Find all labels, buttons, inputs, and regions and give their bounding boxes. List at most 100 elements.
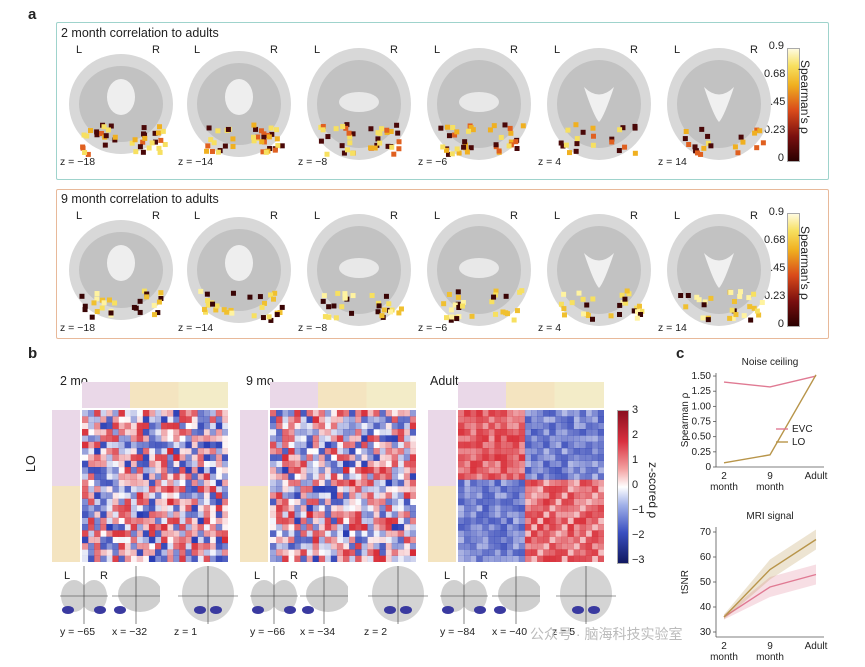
category-strip-top <box>82 382 228 408</box>
y-tick-label: 50 <box>700 577 712 588</box>
label-L: L <box>434 44 441 56</box>
category-strip-left <box>52 410 80 562</box>
label-R: R <box>290 570 298 582</box>
category-strip-left <box>240 410 268 562</box>
label-L: L <box>434 210 441 222</box>
y-axis-label: Spearman ρ <box>680 392 691 447</box>
box-9-month <box>56 189 829 339</box>
slice-z-label: z = −6 <box>418 156 448 168</box>
label-L: L <box>76 210 83 222</box>
colorbar-a1-label: Spearman's ρ <box>798 60 812 134</box>
slice-z-label: z = 4 <box>538 156 562 168</box>
x-tick-label: 9 <box>767 471 773 482</box>
label-9mo: 9 mo <box>246 374 274 388</box>
coord-label: y = −65 <box>60 626 96 638</box>
coord-label: y = −66 <box>250 626 286 638</box>
label-R: R <box>390 210 398 222</box>
chart-title: MRI signal <box>746 511 793 522</box>
colorbar-b-tick: −1 <box>632 504 645 516</box>
coord-label: x = −32 <box>112 626 148 638</box>
y-tick-label: 1.00 <box>692 401 712 412</box>
label-L: L <box>554 44 561 56</box>
y-tick-label: 0.25 <box>692 447 712 458</box>
colorbar-b-tick: 2 <box>632 429 639 441</box>
slice-z-label: z = 4 <box>538 322 562 334</box>
y-tick-label: 30 <box>700 627 712 638</box>
x-tick-label: 2 <box>721 641 727 652</box>
x-tick-label-2: month <box>710 652 738 663</box>
slice-z-label: z = 14 <box>658 322 687 334</box>
anatomy-slice <box>440 566 488 624</box>
panel-label-c: c <box>676 345 685 362</box>
label-L: L <box>194 210 201 222</box>
anatomy-slice <box>368 566 428 624</box>
row-label-lo: LO <box>24 455 38 472</box>
slice-z-label: z = −6 <box>418 322 448 334</box>
brain-slice-row2-1 <box>69 220 173 320</box>
label-R: R <box>270 210 278 222</box>
label-L: L <box>674 210 681 222</box>
chart-title: Noise ceiling <box>742 357 799 368</box>
y-tick-label: 1.50 <box>692 371 712 382</box>
colorbar-b-tick: 0 <box>632 479 639 491</box>
brain-slice-row2-6 <box>667 214 771 326</box>
watermark: 公众号 · 脑海科技实验室 <box>530 626 683 642</box>
brain-slice-row2-2 <box>187 217 291 323</box>
slice-z-label: z = −14 <box>178 156 214 168</box>
colorbar-a2-label: Spearman's ρ <box>798 226 812 300</box>
label-R: R <box>750 210 758 222</box>
rsa-matrix-1 <box>82 410 228 562</box>
colorbar-a-tick: 0 <box>777 152 784 164</box>
slice-z-label: z = 14 <box>658 156 687 168</box>
coord-label: z = 5 <box>552 626 576 638</box>
y-tick-label: 1.25 <box>692 386 712 397</box>
label-R: R <box>480 570 488 582</box>
y-tick-label: 40 <box>700 602 712 613</box>
category-strip-left <box>428 410 456 562</box>
anatomy-slice <box>300 566 348 624</box>
label-R: R <box>390 44 398 56</box>
slice-z-label: z = −8 <box>298 322 328 334</box>
label-R: R <box>510 210 518 222</box>
label-L: L <box>64 570 71 582</box>
y-tick-label: 70 <box>700 527 712 538</box>
series-line-LO <box>723 538 817 618</box>
colorbar-b <box>617 410 629 564</box>
rsa-matrix-3 <box>458 410 604 562</box>
brain-slice-row1-2 <box>187 51 291 157</box>
series-line-EVC <box>723 573 817 618</box>
coord-label: y = −84 <box>440 626 476 638</box>
colorbar-b-tick: −2 <box>632 529 645 541</box>
brain-slice-row2-5 <box>547 214 651 326</box>
legend-label: LO <box>792 437 806 448</box>
box-2-month <box>56 22 829 180</box>
rsa-matrix-2 <box>270 410 416 562</box>
slice-z-label: z = −18 <box>60 156 96 168</box>
colorbar-b-tick: 3 <box>632 404 639 416</box>
brain-slice-row1-6 <box>667 48 771 160</box>
colorbar-a2 <box>787 213 800 327</box>
legend-label: EVC <box>792 424 813 435</box>
label-R: R <box>510 44 518 56</box>
colorbar-a-tick: 0.68 <box>764 234 786 246</box>
label-R: R <box>630 44 638 56</box>
coord-label: x = −34 <box>300 626 336 638</box>
colorbar-b-tick: 1 <box>632 454 639 466</box>
panel-label-a: a <box>28 6 37 23</box>
slice-z-label: z = −8 <box>298 156 328 168</box>
category-strip-top <box>270 382 416 408</box>
x-tick-label-2: month <box>756 482 784 493</box>
anatomy-slice <box>60 566 108 624</box>
label-adult: Adult <box>430 374 459 388</box>
brain-slice-row1-1 <box>69 54 173 157</box>
label-L: L <box>76 44 83 56</box>
x-tick-label: Adult <box>805 641 828 652</box>
label-L: L <box>554 210 561 222</box>
slice-z-label: z = −14 <box>178 322 214 334</box>
label-2mo: 2 mo <box>60 374 88 388</box>
colorbar-a1 <box>787 48 800 162</box>
label-R: R <box>750 44 758 56</box>
y-tick-label: 0.75 <box>692 417 712 428</box>
anatomy-slice <box>112 566 160 624</box>
brain-slice-row2-4 <box>427 214 531 326</box>
